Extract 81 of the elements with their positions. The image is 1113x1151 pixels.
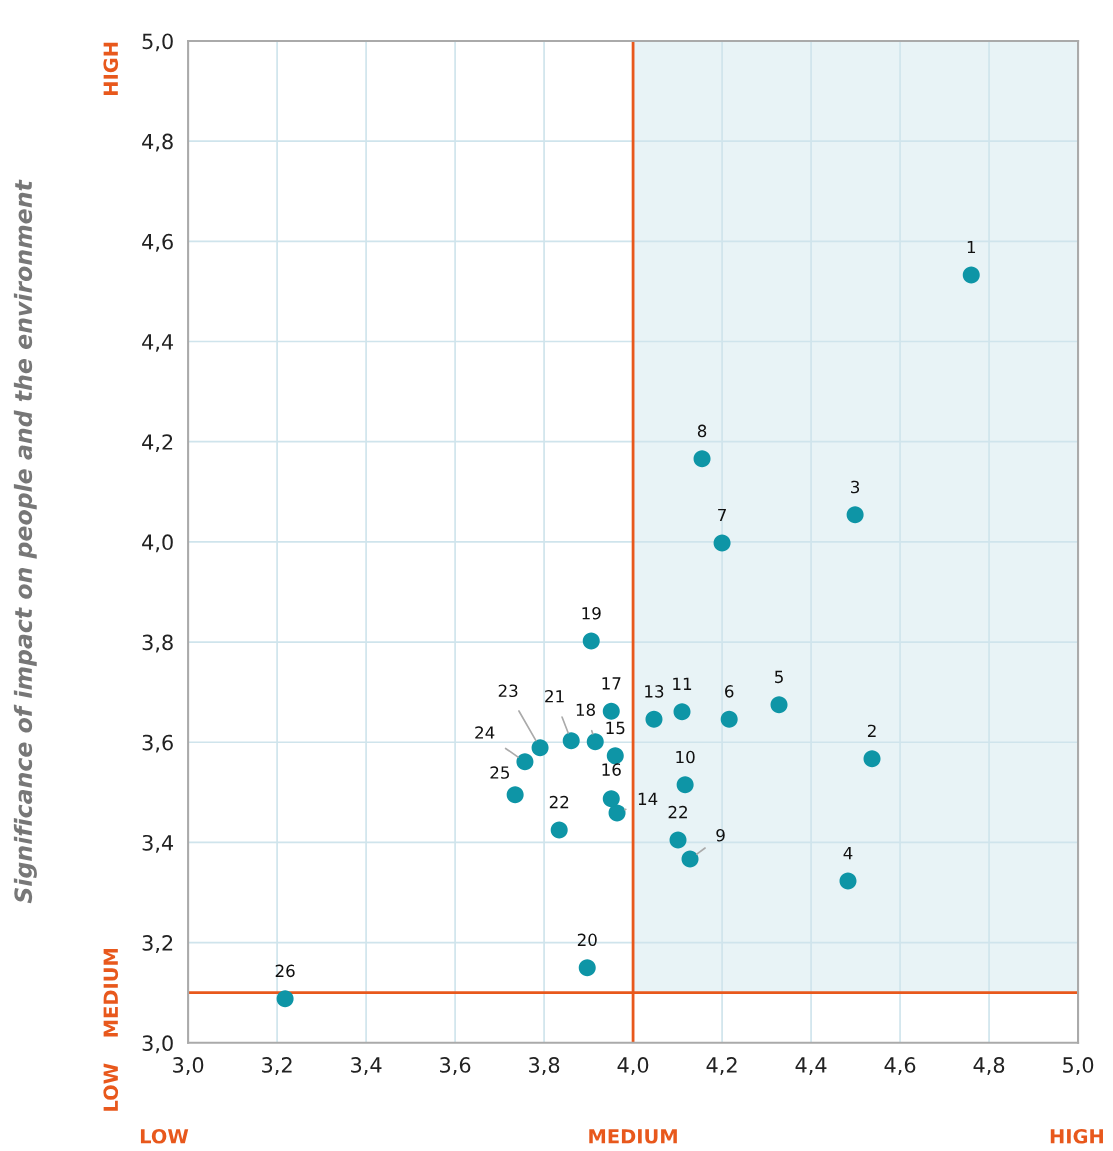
x-tick-label: 4,0 xyxy=(617,1057,649,1075)
annotation: 22 xyxy=(668,805,687,819)
annotation: 7 xyxy=(718,508,726,522)
point xyxy=(276,990,294,1008)
y-tick-label: 3,4 xyxy=(142,834,174,853)
point xyxy=(582,632,600,650)
x-tick-label: 3,0 xyxy=(173,1057,204,1075)
point xyxy=(846,506,864,524)
y-tick-label: 3,2 xyxy=(142,935,173,953)
x-tick-label: 3,2 xyxy=(262,1057,292,1075)
x-tick-label: 4,4 xyxy=(795,1057,827,1075)
point xyxy=(608,804,626,822)
point xyxy=(681,850,699,868)
point xyxy=(506,786,524,804)
text: HIGH xyxy=(1050,1128,1103,1144)
point xyxy=(720,710,738,728)
point xyxy=(578,959,596,977)
annotation: 1 xyxy=(967,240,976,254)
point xyxy=(586,733,604,751)
y-tick-label: 4,4 xyxy=(142,334,174,352)
annotation: 18 xyxy=(576,703,595,717)
y-tick-label: 5,0 xyxy=(142,33,173,52)
annotation: 10 xyxy=(676,750,695,764)
x-tick-label: 3,6 xyxy=(440,1057,471,1075)
annotation: 11 xyxy=(673,677,692,690)
annotation: 21 xyxy=(545,689,564,703)
y-tick-label: 4,8 xyxy=(142,133,173,152)
annotation: 20 xyxy=(577,933,597,947)
annotation: 16 xyxy=(602,763,621,776)
point xyxy=(550,821,568,839)
annotation: 23 xyxy=(498,684,518,698)
x-tick-label: 3,8 xyxy=(529,1057,560,1075)
y-tick-label: 3,8 xyxy=(142,634,173,653)
annotation: 17 xyxy=(602,677,621,690)
point xyxy=(516,753,534,771)
point xyxy=(602,702,620,720)
text: MEDIUM xyxy=(103,948,119,1037)
point xyxy=(863,750,881,768)
point xyxy=(673,703,691,721)
point xyxy=(602,790,620,808)
annotation: 13 xyxy=(645,685,664,698)
annotation: 8 xyxy=(697,424,707,438)
y-tick-label: 4,6 xyxy=(142,233,173,252)
y-axis-title: Significance of impact on people and the environment xyxy=(13,179,37,904)
y-tick-label: 3,0 xyxy=(142,1035,173,1054)
x-tick-label: 4,6 xyxy=(884,1057,916,1075)
point xyxy=(645,710,663,728)
y-tick-label: 3,6 xyxy=(142,734,173,753)
text: HIGH xyxy=(103,42,119,95)
text: MEDIUM xyxy=(589,1129,677,1144)
x-tick-label: 4,2 xyxy=(706,1057,737,1075)
annotation: 15 xyxy=(606,721,625,735)
point xyxy=(839,872,857,890)
annotation: 19 xyxy=(582,606,601,620)
annotation: 24 xyxy=(475,726,495,739)
point xyxy=(531,739,549,757)
point xyxy=(562,732,580,750)
annotation: 4 xyxy=(843,847,853,860)
point xyxy=(606,747,624,765)
annotation: 22 xyxy=(549,795,569,809)
annotation: 25 xyxy=(490,766,510,779)
x-tick-label: 5,0 xyxy=(1063,1057,1094,1075)
point xyxy=(713,534,731,552)
x-tick-label: 4,8 xyxy=(973,1057,1005,1075)
text: LOW xyxy=(103,1063,119,1111)
annotation: 26 xyxy=(275,964,295,978)
annotation: 2 xyxy=(867,724,876,737)
x-tick-label: 3,4 xyxy=(351,1057,382,1075)
point xyxy=(770,696,788,714)
point xyxy=(693,450,711,468)
annotation: 9 xyxy=(716,828,725,842)
annotation: 14 xyxy=(638,792,658,805)
annotation: 3 xyxy=(851,480,860,494)
text: LOW xyxy=(140,1128,189,1144)
y-tick-label: 4,2 xyxy=(142,434,173,453)
point xyxy=(676,776,694,794)
y-tick-label: 4,0 xyxy=(142,534,173,553)
annotation: 5 xyxy=(775,670,783,684)
point xyxy=(669,831,687,849)
point xyxy=(962,266,980,284)
annotation: 6 xyxy=(725,685,734,698)
